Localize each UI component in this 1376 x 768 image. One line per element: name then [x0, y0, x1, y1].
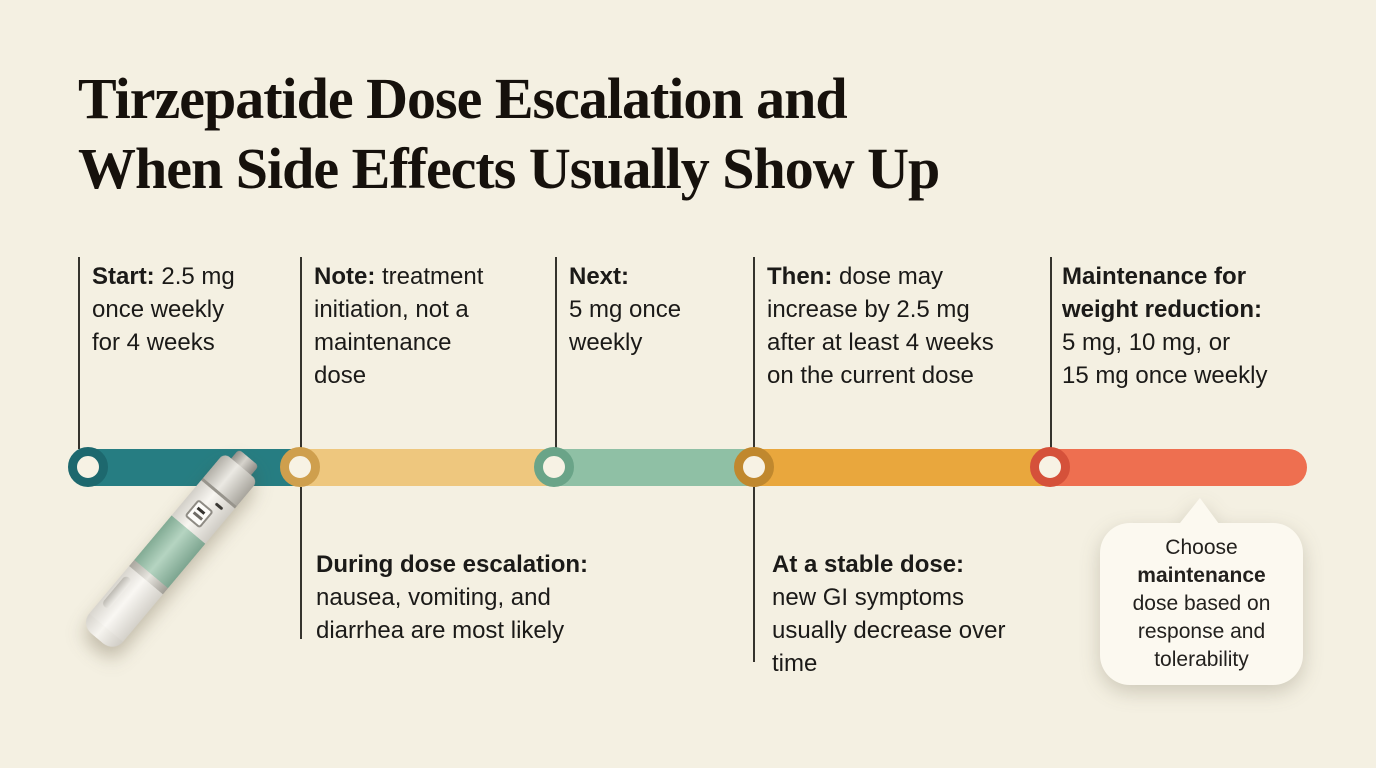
connector-line-then [753, 257, 755, 449]
milestone-label-note: Note: treatment initiation, not a maintena… [314, 263, 484, 389]
milestone-label-next: Next: 5 mg once weekly [569, 263, 682, 356]
connector-line-note [300, 257, 302, 449]
callout-text: Choose maintenance dose based on response a… [1100, 523, 1303, 685]
timeline-node-note [280, 447, 320, 487]
milestone-label-maintenance: Maintenance for weight reduction: 5 mg, 10… [1062, 263, 1268, 389]
pen-clip [101, 574, 133, 610]
connector-line-during-escalation [300, 487, 302, 639]
page-title-line-2: When Side Effects Usually Show Up [78, 136, 940, 201]
timeline-segment-start [86, 449, 302, 486]
connector-line-maintenance [1050, 257, 1052, 449]
timeline-segment-escalation-2 [554, 449, 756, 486]
milestone-label-start: Start: 2.5 mg once weekly for 4 weeks [92, 263, 235, 356]
callout-bubble: Choose maintenance dose based on response a… [1100, 497, 1303, 685]
timeline-segment-maintenance [1050, 449, 1307, 486]
page-title-line-1: Tirzepatide Dose Escalation and [78, 66, 848, 131]
milestone-label-then: Then: dose may increase by 2.5 mg after at… [767, 263, 994, 389]
timeline-node-next [534, 447, 574, 487]
timeline-segment-escalation-3 [752, 449, 1052, 486]
connector-line-stable-dose [753, 487, 755, 662]
note-during-escalation: During dose escalation: nausea, vomiting,… [316, 551, 589, 644]
timeline-node-start [68, 447, 108, 487]
pen-marking [214, 502, 224, 511]
connector-line-next [555, 257, 557, 449]
connector-line-start [78, 257, 80, 449]
timeline-node-then [734, 447, 774, 487]
note-stable-dose: At a stable dose: new GI symptoms usually … [772, 551, 1006, 677]
timeline-node-maintenance [1030, 447, 1070, 487]
pen-dose-window [184, 498, 214, 529]
page-title: Tirzepatide Dose Escalation and When Sid… [78, 64, 940, 204]
timeline-segment-escalation-1 [300, 449, 556, 486]
